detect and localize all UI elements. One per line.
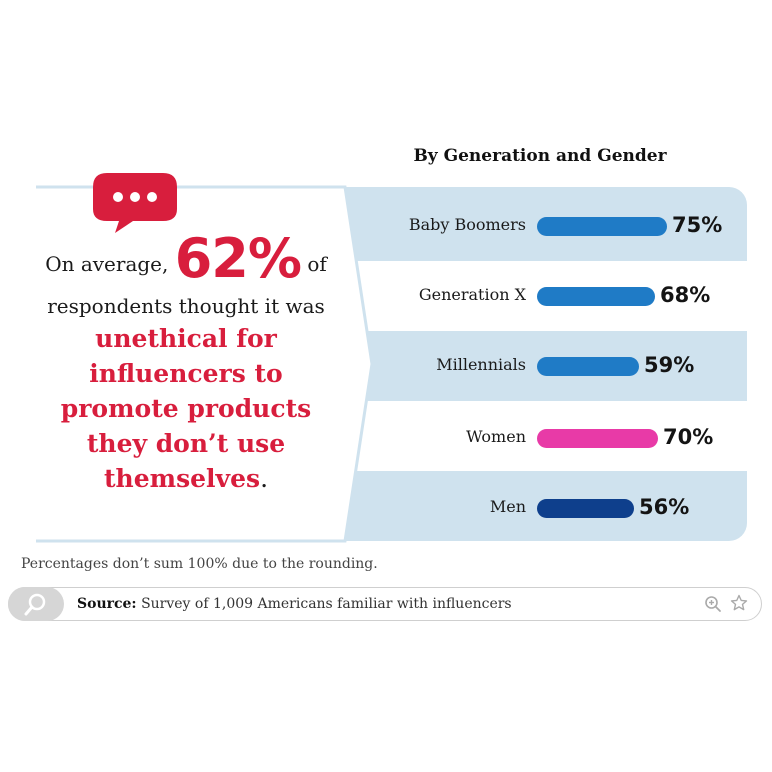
speech-bubble-icon [93,173,177,233]
bar-label: Women [466,427,526,446]
callout-red-line: they don’t use [86,429,286,458]
source-text: Source: Survey of 1,009 Americans famili… [77,596,512,612]
bar-label: Baby Boomers [408,215,526,234]
callout-highlight: 62% [174,227,302,290]
bar-value-label: 75% [672,213,723,237]
callout-red-line: promote products [60,394,312,423]
chart-title: By Generation and Gender [413,146,667,166]
callout-suffix: of [307,252,327,276]
bar-value-label: 68% [660,283,711,307]
bar-value-label: 59% [644,353,695,377]
footnote: Percentages don’t sum 100% due to the ro… [21,556,378,572]
callout-prefix: On average, [45,252,169,276]
source-label: Source: [77,596,137,612]
bar-label: Millennials [436,355,526,374]
bar-label: Generation X [418,285,526,304]
bar [537,357,639,376]
zoom-in-icon[interactable] [704,595,722,613]
callout-line1: On average, 62% of [36,232,336,289]
search-button[interactable] [8,587,64,621]
callout: On average, 62% of respondents thought i… [36,232,336,496]
bar [537,217,667,236]
bar-value-label: 56% [639,495,690,519]
callout-red-last: themselves [103,464,261,493]
callout-end-punct: . [260,464,269,493]
search-icon[interactable] [22,592,48,618]
bar [537,499,634,518]
callout-line2: respondents thought it was [47,294,325,318]
callout-red-line: unethical for [95,324,277,353]
star-icon[interactable] [730,594,748,612]
bar-label: Men [489,497,526,516]
bar [537,429,658,448]
source-body: Survey of 1,009 Americans familiar with … [141,596,512,612]
callout-red-line: themselves. [36,461,336,496]
source-bar [8,587,762,621]
callout-red-line: influencers to [89,359,283,388]
bar-value-label: 70% [663,425,714,449]
bar [537,287,655,306]
